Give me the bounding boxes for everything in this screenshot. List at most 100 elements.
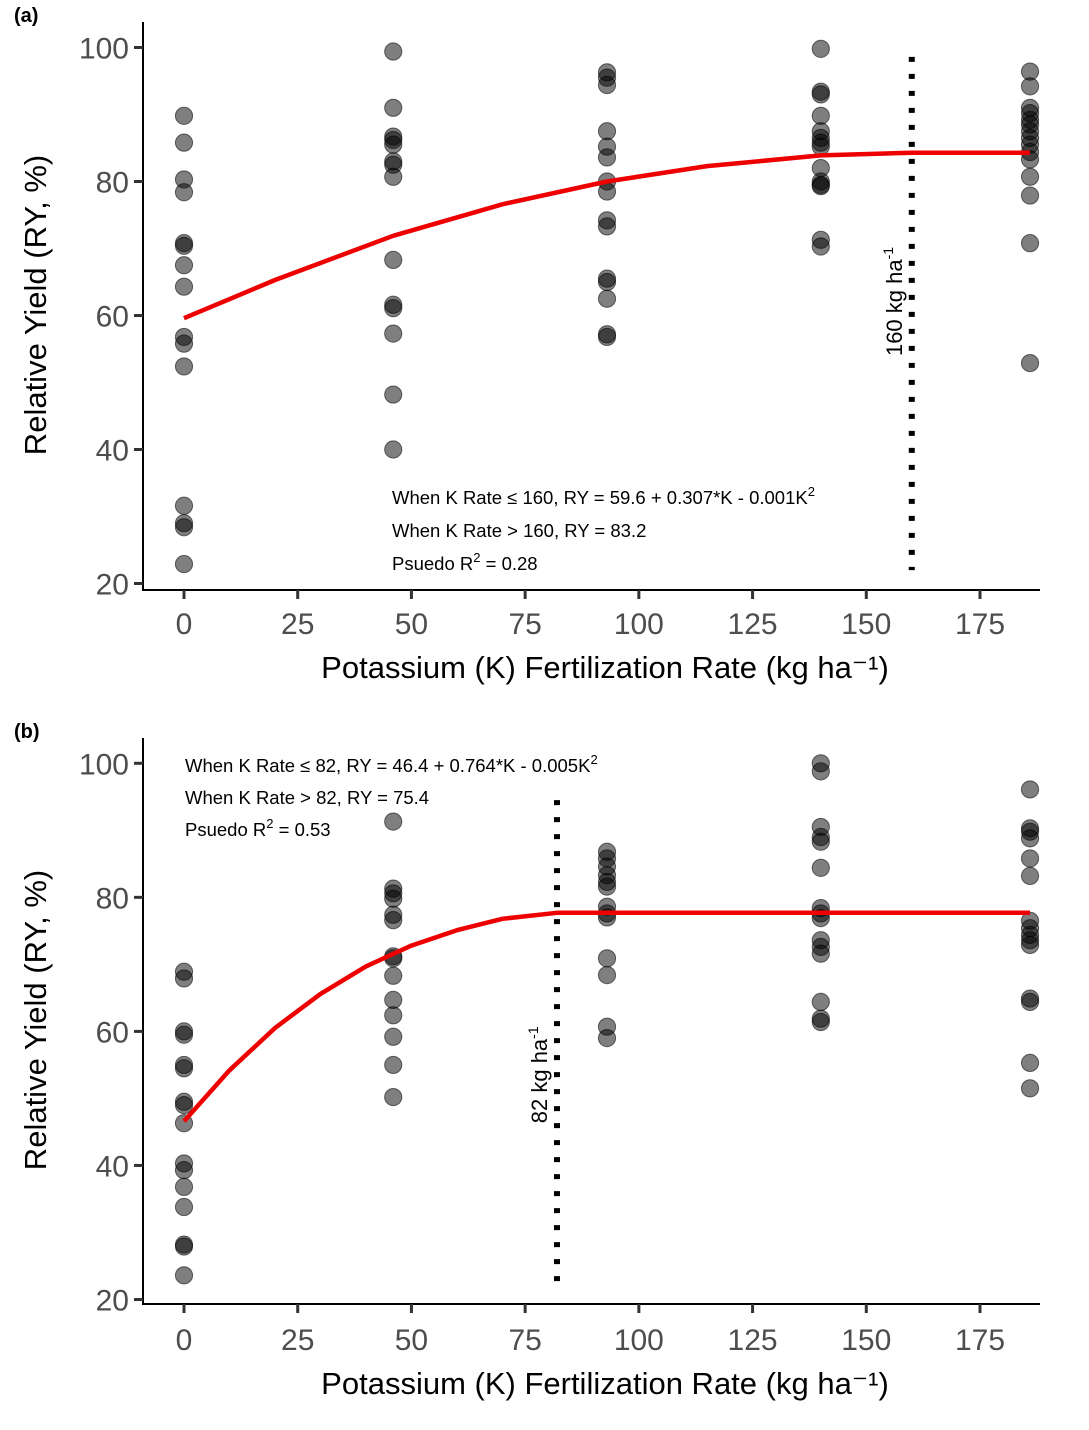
data-point xyxy=(1020,780,1040,799)
breakpoint-label: 82 kg ha-1 xyxy=(525,1026,552,1123)
data-point xyxy=(1020,234,1040,253)
data-point xyxy=(811,137,830,156)
x-tick-label: 100 xyxy=(614,1324,664,1357)
data-point xyxy=(597,289,617,308)
data-point xyxy=(597,877,617,896)
annotation-text-tail: = 0.53 xyxy=(273,819,330,840)
data-point xyxy=(174,357,194,376)
data-point xyxy=(384,1087,403,1107)
data-point xyxy=(811,177,830,196)
data-point xyxy=(384,990,403,1009)
equation-annotation: Psuedo R2 = 0.28 xyxy=(392,550,538,574)
x-tick-label: 50 xyxy=(395,1324,428,1357)
data-point xyxy=(174,1059,194,1078)
y-tick-label: 60 xyxy=(96,1016,129,1049)
data-point xyxy=(174,554,194,574)
data-point xyxy=(384,299,403,318)
equation-annotation: When K Rate ≤ 160, RY = 59.6 + 0.307*K -… xyxy=(392,484,815,508)
equation-annotation: When K Rate ≤ 82, RY = 46.4 + 0.764*K - … xyxy=(185,752,598,776)
data-point xyxy=(174,1237,194,1256)
y-tick-label: 60 xyxy=(96,301,129,334)
data-point xyxy=(174,133,194,152)
x-tick-label: 25 xyxy=(281,608,314,641)
x-tick-label: 175 xyxy=(955,1324,1005,1357)
x-tick-label: 125 xyxy=(728,608,778,641)
data-point xyxy=(1020,353,1040,373)
data-point xyxy=(174,496,194,515)
x-tick-label: 50 xyxy=(395,608,428,641)
data-point xyxy=(597,1029,617,1048)
data-point xyxy=(597,272,617,292)
annotation-text: Psuedo R xyxy=(392,553,473,574)
annotation-superscript: 2 xyxy=(808,484,815,499)
data-point xyxy=(384,1055,403,1075)
y-axis-title: Relative Yield (RY, %) xyxy=(18,155,53,455)
data-point xyxy=(1020,1079,1040,1098)
x-tick-label: 25 xyxy=(281,1324,314,1357)
annotation-superscript: 2 xyxy=(266,816,273,831)
data-point xyxy=(384,889,403,908)
data-point xyxy=(1020,186,1040,205)
data-point xyxy=(811,944,830,963)
data-point xyxy=(811,85,830,104)
data-point xyxy=(1020,849,1040,868)
data-point xyxy=(597,182,617,201)
data-point xyxy=(174,106,194,125)
x-tick-label: 175 xyxy=(955,608,1005,641)
data-point xyxy=(597,217,617,236)
y-tick-label: 100 xyxy=(79,33,129,66)
x-tick-label: 75 xyxy=(508,1324,541,1357)
chart-panel-a: (a) 20 40 60 80 100 0 25 50 75 100 125 150 175 Potassi… xyxy=(14,5,1040,685)
data-point xyxy=(174,1025,194,1044)
x-tick-label: 0 xyxy=(176,1324,193,1357)
data-point xyxy=(1020,1053,1040,1073)
data-point xyxy=(384,440,403,459)
equation-annotation: When K Rate > 160, RY = 83.2 xyxy=(392,520,646,541)
y-tick-label: 20 xyxy=(96,1285,129,1318)
equation-annotation: Psuedo R2 = 0.53 xyxy=(185,816,331,840)
data-point xyxy=(384,250,403,269)
y-tick-label: 80 xyxy=(96,882,129,915)
data-point xyxy=(384,167,403,186)
x-axis-title: Potassium (K) Fertilization Rate (kg ha⁻… xyxy=(321,1366,889,1401)
x-tick-label: 75 xyxy=(508,608,541,641)
annotation-text-tail: = 0.28 xyxy=(480,553,537,574)
annotation-text: When K Rate > 82, RY = 75.4 xyxy=(185,787,429,808)
data-point xyxy=(1020,167,1040,186)
annotation-superscript: 2 xyxy=(590,752,597,767)
data-point xyxy=(1020,77,1040,96)
data-point xyxy=(811,1012,830,1032)
data-point xyxy=(811,762,830,781)
annotation-text: Psuedo R xyxy=(185,819,266,840)
x-tick-label: 150 xyxy=(841,1324,891,1357)
data-point xyxy=(1020,992,1040,1012)
y-tick-label: 80 xyxy=(96,167,129,200)
panel-label: (a) xyxy=(14,5,38,27)
x-tick-label: 0 xyxy=(176,608,193,641)
fit-line xyxy=(183,150,1030,321)
data-point xyxy=(597,75,617,95)
y-tick-label: 40 xyxy=(96,1150,129,1183)
breakpoint-label: 160 kg ha-1 xyxy=(880,247,907,356)
data-point xyxy=(384,98,403,117)
data-point xyxy=(174,1161,194,1180)
data-point xyxy=(174,256,194,275)
fit-line xyxy=(182,910,1030,1123)
data-point xyxy=(174,334,194,353)
x-tick-label: 150 xyxy=(841,608,891,641)
data-point xyxy=(811,237,830,256)
data-point xyxy=(384,1027,403,1046)
chart-panel-b: (b) 20 40 60 80 100 0 25 50 75 100 125 150 175 Potassi… xyxy=(14,721,1040,1401)
x-tick-label: 125 xyxy=(728,1324,778,1357)
y-tick-label: 100 xyxy=(79,748,129,781)
data-point xyxy=(1020,866,1040,886)
data-point xyxy=(597,965,617,985)
y-tick-label: 40 xyxy=(96,435,129,468)
data-point xyxy=(811,39,830,58)
annotation-text: When K Rate ≤ 82, RY = 46.4 + 0.764*K - … xyxy=(185,755,591,776)
data-point xyxy=(384,324,403,343)
data-point xyxy=(1020,829,1040,848)
breakpoint-label-superscript: -1 xyxy=(880,247,896,260)
y-tick-label: 20 xyxy=(96,569,129,602)
breakpoint-label-text: 82 kg ha xyxy=(527,1038,552,1123)
